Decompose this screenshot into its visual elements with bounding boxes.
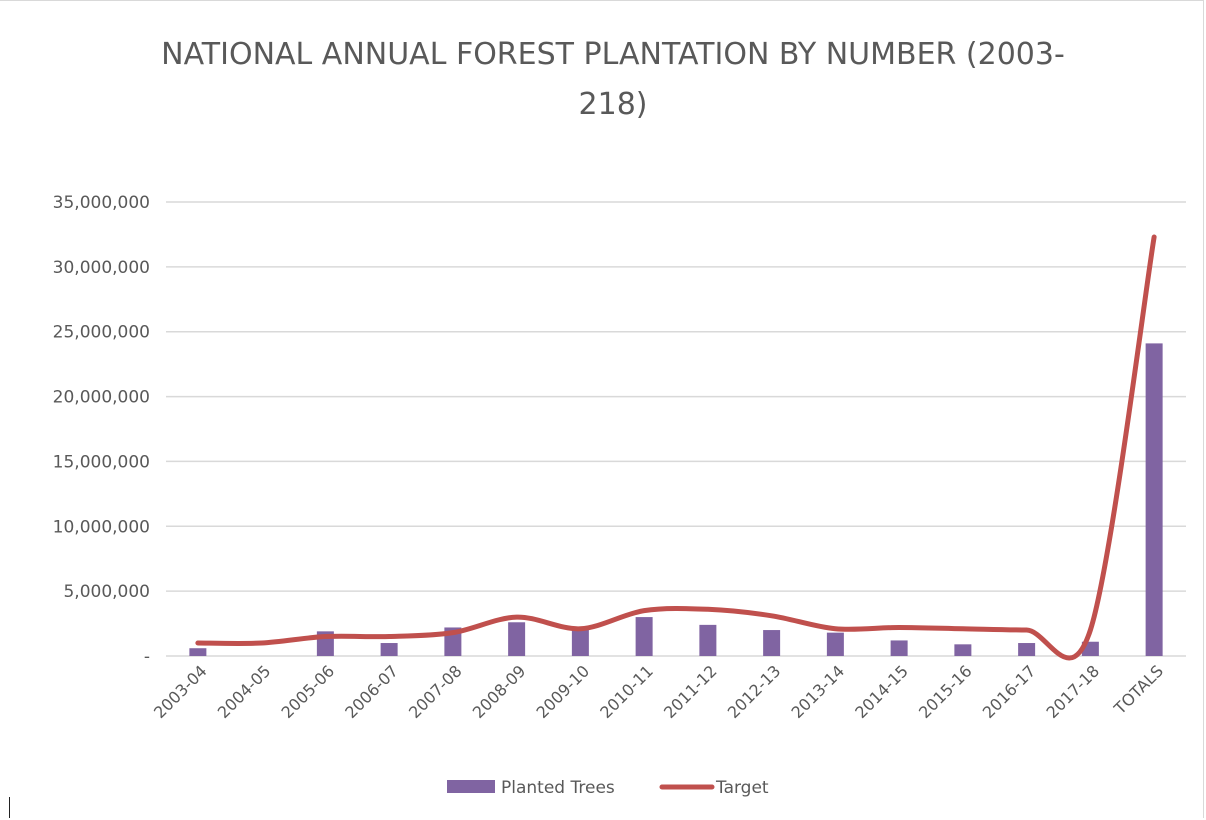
chart-title: NATIONAL ANNUAL FOREST PLANTATION BY NUM… (0, 30, 1206, 130)
y-tick-label: 10,000,000 (53, 517, 150, 537)
bar-planted-trees (380, 643, 398, 656)
x-tick-label: 2004-05 (214, 661, 275, 722)
x-tick-label: 2008-09 (469, 661, 530, 722)
bar-planted-trees (763, 630, 781, 656)
bar-planted-trees (826, 632, 844, 656)
y-tick-label: 25,000,000 (53, 323, 150, 343)
legend-label-target: Target (715, 778, 769, 798)
bar-planted-trees (1018, 643, 1036, 656)
x-tick-label: 2006-07 (341, 661, 402, 722)
x-axis-tick-labels: 2003-04 2004-05 2005-06 2006-07 2007-08 2008-… (150, 661, 1167, 722)
x-tick-label: 2003-04 (150, 661, 211, 722)
x-tick-label: 2005-06 (277, 661, 338, 722)
x-tick-label: 2017-18 (1042, 661, 1103, 722)
y-tick-label: 35,000,000 (53, 193, 150, 213)
bar-series-planted-trees (189, 343, 1163, 656)
x-tick-label: 2010-11 (596, 661, 657, 722)
y-tick-label: 5,000,000 (63, 582, 150, 602)
chart-title-line-1: NATIONAL ANNUAL FOREST PLANTATION BY NUM… (161, 37, 1065, 72)
bar-planted-trees (571, 628, 589, 656)
text-cursor-mark (9, 797, 10, 818)
y-axis-tick-labels: - 5,000,000 10,000,000 15,000,000 20,000,000… (53, 193, 150, 667)
y-tick-label: - (144, 647, 150, 667)
x-tick-label: 2013-14 (787, 661, 848, 722)
bar-planted-trees (189, 648, 207, 656)
x-tick-label: 2012-13 (724, 661, 785, 722)
legend-swatch-planted-trees (447, 780, 495, 793)
bar-planted-trees (699, 624, 717, 656)
x-tick-label: 2014-15 (851, 661, 912, 722)
gridlines (166, 201, 1186, 657)
bar-planted-trees (1145, 343, 1163, 656)
bar-planted-trees (954, 644, 972, 656)
bar-planted-trees (635, 617, 653, 656)
chart-title-line-2: 218) (578, 87, 648, 122)
x-tick-label: 2009-10 (532, 661, 593, 722)
y-tick-label: 15,000,000 (53, 452, 150, 472)
y-tick-label: 20,000,000 (53, 388, 150, 408)
line-series-target (195, 234, 1157, 661)
x-tick-label: 2016-17 (979, 661, 1040, 722)
line-target (195, 234, 1157, 661)
x-tick-label: TOTALS (1110, 661, 1167, 718)
bar-planted-trees (890, 640, 908, 656)
bar-planted-trees (508, 622, 526, 656)
x-tick-label: 2007-08 (405, 661, 466, 722)
y-tick-label: 30,000,000 (53, 258, 150, 278)
x-tick-label: 2011-12 (660, 661, 721, 722)
x-tick-label: 2015-16 (915, 661, 976, 722)
legend-label-planted-trees: Planted Trees (501, 778, 615, 798)
legend: Planted Trees Target (447, 778, 769, 798)
